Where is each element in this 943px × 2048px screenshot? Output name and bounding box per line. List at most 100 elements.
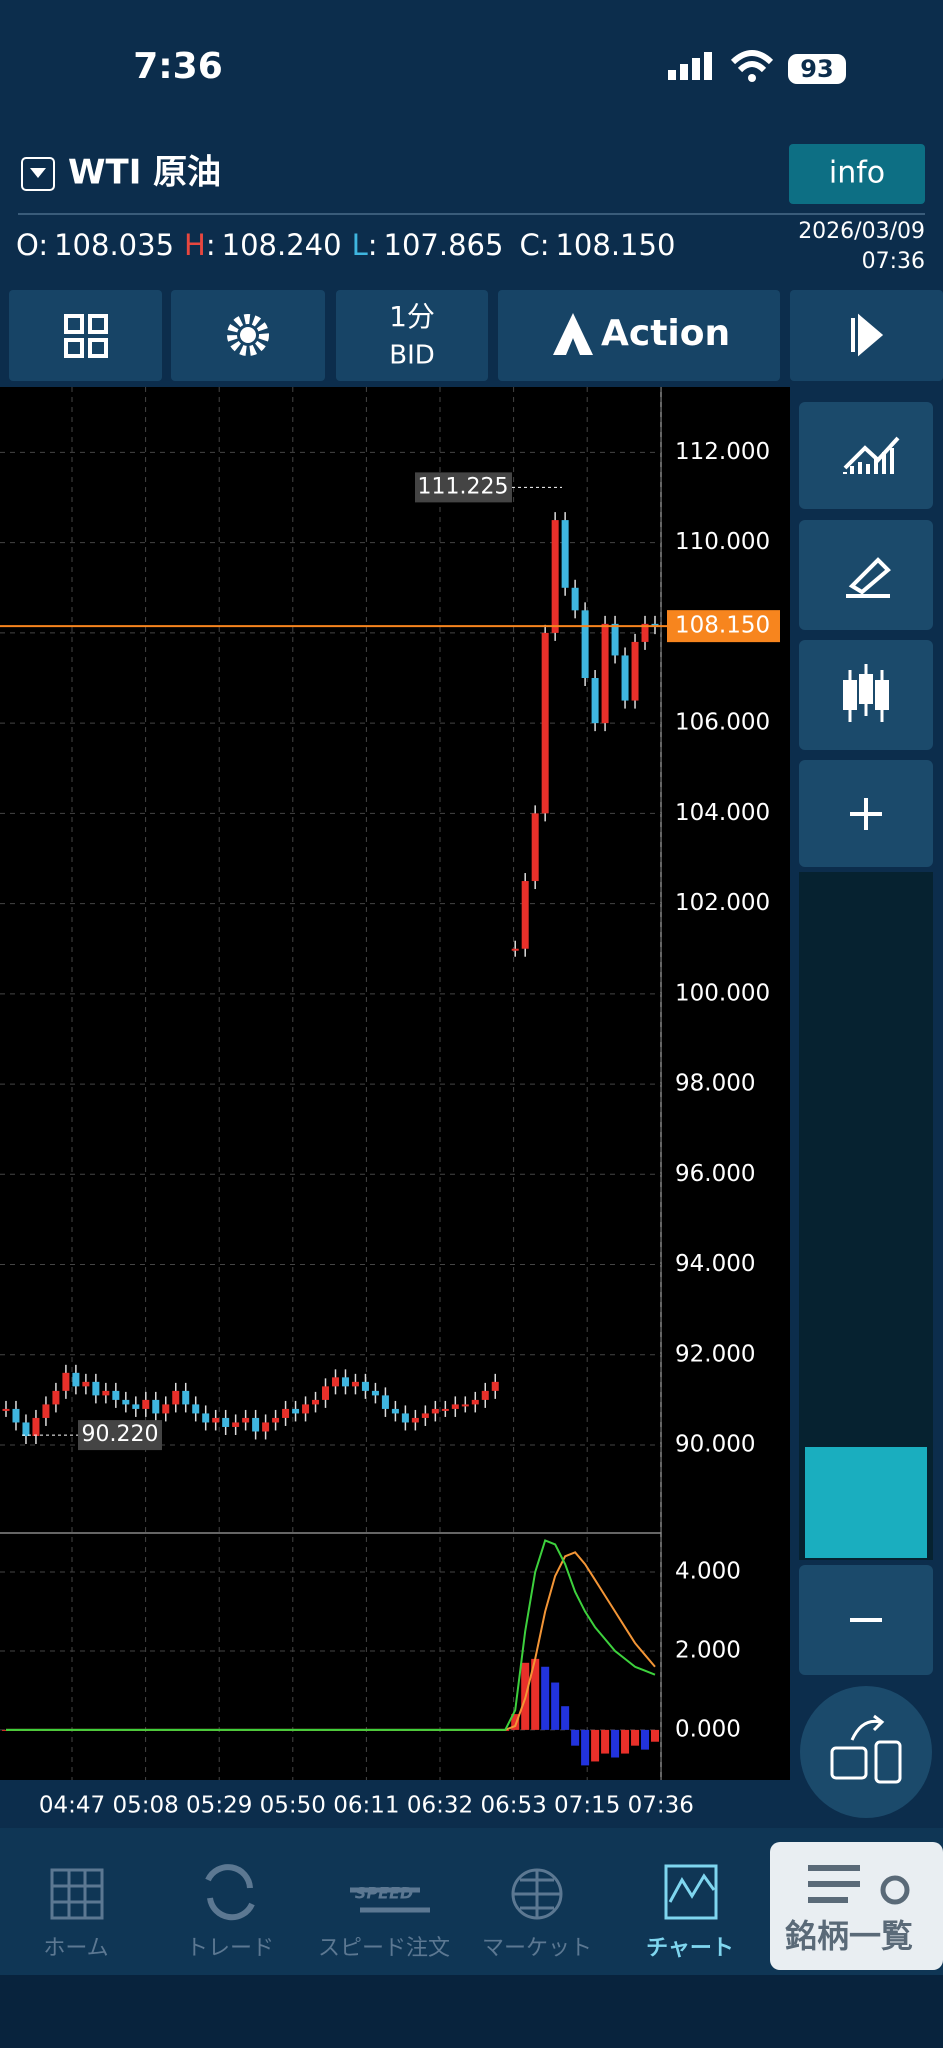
candle — [521, 881, 529, 949]
candle — [491, 1381, 499, 1391]
macd-bar — [641, 1729, 650, 1750]
low-marker-box — [78, 1420, 162, 1451]
dropdown[interactable] — [21, 157, 55, 191]
draw-button[interactable] — [799, 520, 933, 630]
candle — [461, 1404, 469, 1407]
quote-time: 07:36 — [862, 249, 925, 274]
candle — [631, 641, 639, 701]
candle — [252, 1417, 260, 1432]
candle — [152, 1399, 160, 1414]
candle — [122, 1399, 130, 1405]
candle — [331, 1377, 339, 1387]
indicator-button[interactable] — [799, 402, 933, 509]
y-tick-label: 106.000 — [675, 710, 770, 736]
speed-badge: SPEED — [355, 1884, 413, 1903]
candle — [52, 1390, 60, 1405]
candle — [242, 1417, 250, 1423]
candle — [361, 1381, 369, 1391]
y-tick-label: 98.000 — [675, 1071, 755, 1097]
candle — [282, 1408, 290, 1418]
candle — [322, 1386, 330, 1400]
info-label: info — [829, 156, 885, 191]
candle — [112, 1390, 120, 1400]
macd-bar — [651, 1729, 659, 1742]
gear-center — [240, 327, 256, 343]
candle — [571, 587, 579, 611]
action-button[interactable] — [498, 290, 780, 381]
candle — [162, 1404, 170, 1414]
action-icon — [553, 313, 593, 355]
signal-icon — [668, 52, 712, 80]
candle — [551, 520, 559, 633]
symbol: WTI 原油 — [68, 153, 221, 193]
wifi-dot — [748, 74, 756, 82]
candle — [142, 1399, 150, 1409]
x-tick-label: 06:53 — [480, 1793, 546, 1819]
chart-area — [0, 387, 661, 1780]
candle — [411, 1417, 419, 1423]
macd-bar — [631, 1729, 640, 1746]
ohlc: O: 108.035 H: 108.240 L: 107.865 C: 108.150 — [16, 228, 675, 262]
macd-tick-label: 4.000 — [675, 1559, 741, 1585]
nav-speed-order[interactable]: スピード注文 — [318, 1936, 450, 1961]
candle — [391, 1408, 399, 1414]
y-tick-label: 96.000 — [675, 1161, 755, 1187]
macd-bar — [531, 1658, 540, 1730]
price-type: BID — [389, 341, 435, 371]
zoom-track — [799, 872, 933, 1560]
home-indicator-area — [0, 1975, 943, 2048]
zoom-thumb[interactable] — [805, 1447, 927, 1558]
candle — [481, 1390, 489, 1400]
candle — [441, 1408, 449, 1411]
nav-market[interactable]: マーケット — [482, 1936, 592, 1961]
nav-chart[interactable]: チャート — [646, 1936, 734, 1961]
candle — [212, 1417, 220, 1423]
play-icon — [851, 313, 884, 357]
candle — [401, 1413, 409, 1423]
candle — [531, 813, 539, 882]
candle — [292, 1408, 300, 1414]
macd-bar — [611, 1729, 620, 1758]
candle — [381, 1395, 389, 1409]
candle — [451, 1404, 459, 1409]
candle — [72, 1372, 80, 1387]
symbol-list-card[interactable] — [770, 1842, 943, 1970]
macd-bar — [541, 1666, 550, 1730]
y-tick-label: 94.000 — [675, 1251, 755, 1277]
candle — [601, 623, 609, 724]
current-price-label: 108.150 — [675, 613, 770, 639]
nav-icons — [50, 1864, 718, 1921]
candle — [561, 520, 569, 588]
nav-home[interactable]: ホーム — [43, 1936, 108, 1961]
candle — [182, 1390, 190, 1405]
x-tick-label: 05:50 — [260, 1793, 326, 1819]
candle — [132, 1404, 140, 1409]
macd-tick-label: 2.000 — [675, 1637, 741, 1663]
x-tick-label: 04:47 — [39, 1793, 105, 1819]
candle — [641, 623, 649, 642]
right-sidebar — [790, 387, 943, 1828]
candle — [611, 623, 619, 656]
candle — [421, 1413, 429, 1418]
macd-bar — [571, 1729, 580, 1746]
layout-button[interactable] — [9, 290, 162, 381]
candle — [621, 655, 629, 701]
candle — [222, 1417, 230, 1427]
quote-date: 2026/03/09 — [798, 219, 925, 244]
macd-bar — [581, 1729, 590, 1766]
y-tick-label: 102.000 — [675, 890, 770, 916]
macd-bar — [621, 1729, 630, 1754]
timeframe-button[interactable] — [336, 290, 488, 381]
candle — [471, 1399, 479, 1405]
y-tick-label: 112.000 — [675, 439, 770, 465]
candle — [32, 1417, 40, 1436]
candle — [312, 1399, 320, 1405]
candle — [92, 1381, 100, 1396]
candle — [42, 1404, 50, 1418]
nav-trade[interactable]: トレード — [186, 1936, 274, 1961]
x-tick-label: 07:36 — [628, 1793, 694, 1819]
candle — [62, 1372, 70, 1391]
candle — [272, 1417, 280, 1423]
battery — [788, 54, 846, 84]
info-button[interactable] — [789, 144, 925, 204]
